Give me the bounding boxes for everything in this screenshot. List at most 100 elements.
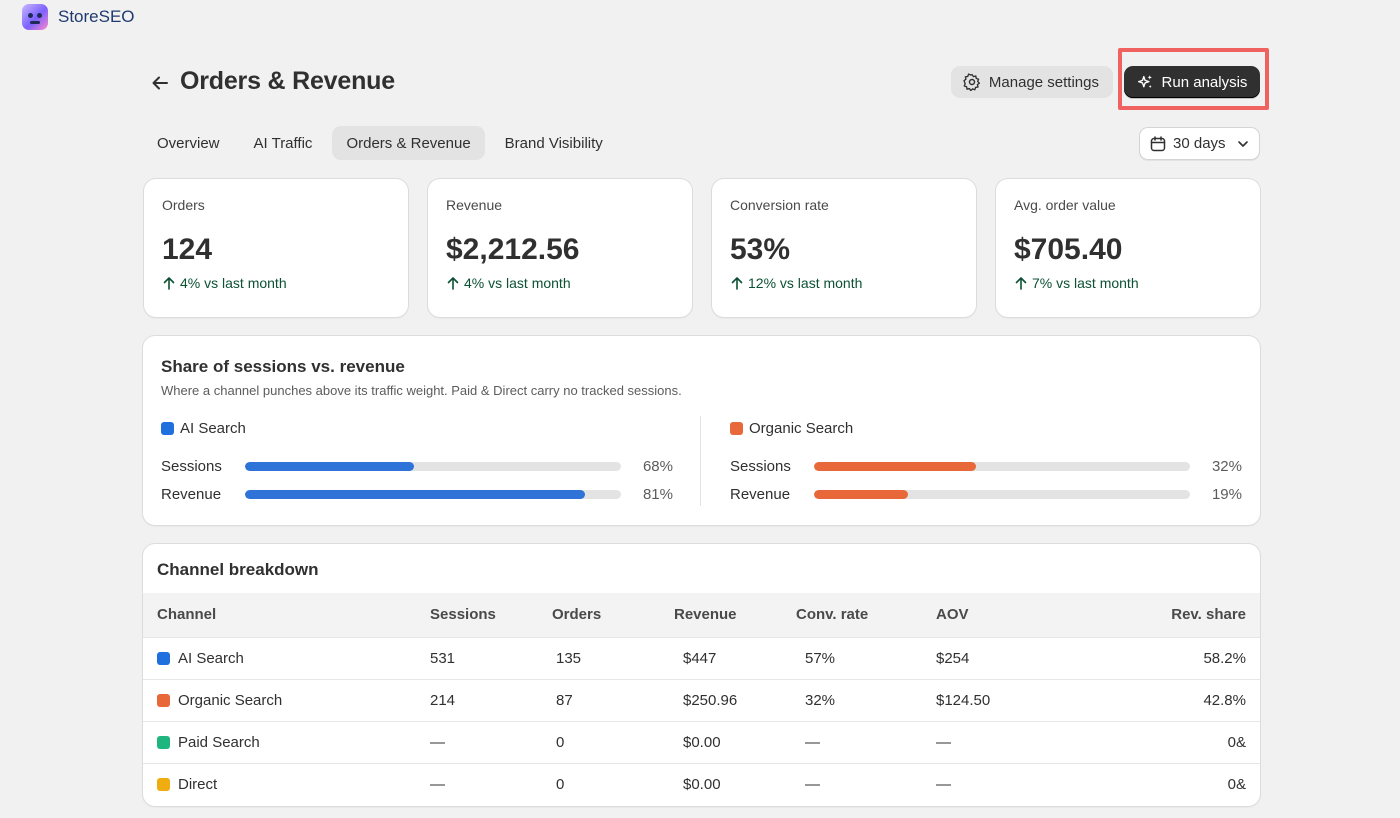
metric-label: Conversion rate: [730, 197, 829, 213]
table-row[interactable]: AI Search 531 135 $447 57% $254 58.2%: [143, 637, 1260, 679]
tab-ai-traffic[interactable]: AI Traffic: [253, 134, 313, 152]
column-header[interactable]: Sessions: [430, 606, 496, 624]
conv-rate-cell: 57%: [805, 649, 836, 667]
sessions-cell: 531: [430, 649, 456, 667]
channel-breakdown-card: Channel breakdown Channel Sessions Order…: [143, 544, 1260, 806]
channel-swatch: [157, 735, 170, 749]
sessions-bar-fill: [814, 462, 976, 471]
app-bar: StoreSEO: [22, 4, 135, 30]
tab-brand-visibility[interactable]: Brand Visibility: [504, 134, 603, 152]
table-row[interactable]: Paid Search — 0 $0.00 — — 0&: [143, 721, 1260, 763]
gear-icon: [963, 73, 980, 91]
sessions-bar-fill: [245, 462, 415, 471]
sessions-bar-row: Sessions 68%: [161, 456, 673, 478]
bar-percent: 81%: [642, 486, 673, 503]
metric-card-revenue: Revenue $2,212.56 4% vs last month: [428, 179, 692, 317]
metric-card-conversion-rate: Conversion rate 53% 12% vs last month: [712, 179, 976, 317]
sessions-cell: 214: [430, 691, 456, 709]
metric-label: Avg. order value: [1014, 197, 1116, 213]
column-header[interactable]: Orders: [552, 606, 602, 624]
arrow-up-icon: [731, 277, 743, 290]
tab-orders-revenue[interactable]: Orders & Revenue: [332, 126, 485, 160]
legend-swatch: [730, 421, 743, 435]
bar-track: [245, 462, 621, 471]
legend-swatch: [161, 421, 174, 435]
channel-breakdown-table: Channel Sessions Orders Revenue Conv. ra…: [143, 593, 1260, 805]
manage-settings-label: Manage settings: [988, 73, 1099, 91]
column-header[interactable]: AOV: [936, 606, 969, 624]
channel-name: AI Search: [178, 649, 244, 667]
aov-cell: $254: [936, 649, 970, 667]
aov-cell: $124.50: [936, 691, 991, 709]
share-card: Share of sessions vs. revenue Where a ch…: [143, 336, 1260, 525]
column-header[interactable]: Revenue: [674, 606, 737, 624]
tabs: Overview AI Traffic Orders & Revenue Bra…: [143, 126, 617, 160]
arrow-up-icon: [447, 277, 459, 290]
channel-cell: Direct: [157, 776, 430, 793]
metric-card-avg-order-value: Avg. order value $705.40 7% vs last mont…: [996, 179, 1260, 317]
metric-value: $2,212.56: [446, 233, 580, 266]
share-channel-header: AI Search: [161, 418, 673, 438]
back-button[interactable]: [147, 70, 173, 96]
metric-card-orders: Orders 124 4% vs last month: [144, 179, 408, 317]
metric-delta-text: 4% vs last month: [180, 275, 287, 291]
share-channel-ai-search: AI Search Sessions 68% Revenue 81%: [161, 418, 673, 503]
channel-name: Paid Search: [178, 733, 260, 751]
date-range-select[interactable]: 30 days: [1139, 127, 1260, 160]
revenue-cell: $250.96: [683, 691, 738, 709]
chevron-down-icon: [1237, 140, 1248, 147]
aov-cell: —: [936, 733, 951, 751]
revenue-cell: $447: [683, 649, 717, 667]
rev-share-cell: 58.2%: [1203, 649, 1246, 667]
metric-value: 124: [162, 233, 213, 266]
sessions-cell: —: [430, 775, 445, 793]
column-header[interactable]: Conv. rate: [796, 606, 869, 624]
share-channel-name: AI Search: [180, 419, 246, 437]
metric-delta-text: 12% vs last month: [748, 275, 863, 291]
bar-percent: 19%: [1211, 486, 1242, 503]
bar-label: Revenue: [730, 486, 791, 503]
app-name[interactable]: StoreSEO: [58, 7, 135, 26]
channel-name: Direct: [178, 775, 218, 793]
table-row[interactable]: Direct — 0 $0.00 — — 0&: [143, 763, 1260, 805]
rev-share-cell: 42.8%: [1203, 691, 1246, 709]
bar-label: Sessions: [161, 458, 222, 475]
channel-swatch: [157, 777, 170, 791]
share-title: Share of sessions vs. revenue: [161, 357, 405, 376]
channel-name: Organic Search: [178, 691, 283, 709]
conv-rate-cell: 32%: [805, 691, 836, 709]
share-channel-header: Organic Search: [730, 418, 1242, 438]
metric-delta: 4% vs last month: [162, 275, 390, 291]
bar-track: [814, 490, 1190, 499]
revenue-bar-row: Revenue 19%: [730, 484, 1242, 506]
manage-settings-button[interactable]: Manage settings: [950, 66, 1113, 98]
channel-swatch: [157, 651, 170, 665]
channel-breakdown-title: Channel breakdown: [157, 560, 319, 579]
table-row[interactable]: Organic Search 214 87 $250.96 32% $124.5…: [143, 679, 1260, 721]
run-analysis-button[interactable]: Run analysis: [1124, 66, 1260, 98]
column-header[interactable]: Rev. share: [1171, 606, 1246, 624]
table-header-row: Channel Sessions Orders Revenue Conv. ra…: [143, 593, 1260, 637]
share-channel-organic-search: Organic Search Sessions 32% Revenue 19%: [730, 418, 1242, 503]
revenue-bar-fill: [245, 490, 586, 499]
tab-overview[interactable]: Overview: [157, 134, 220, 152]
bar-percent: 32%: [1211, 458, 1242, 475]
metric-value: $705.40: [1014, 233, 1123, 266]
sessions-cell: —: [430, 733, 445, 751]
orders-cell: 87: [556, 691, 573, 709]
conv-rate-cell: —: [805, 733, 820, 751]
rev-share-cell: 0&: [1227, 775, 1246, 793]
revenue-bar-row: Revenue 81%: [161, 484, 673, 506]
share-subtitle: Where a channel punches above its traffi…: [161, 383, 682, 398]
page-header: Orders & Revenue Manage settings: [145, 64, 1260, 102]
sparkle-icon: [1137, 74, 1152, 88]
metric-label: Orders: [162, 197, 205, 213]
aov-cell: —: [936, 775, 951, 793]
bar-percent: 68%: [642, 458, 673, 475]
run-analysis-highlight: [1118, 48, 1269, 110]
arrow-up-icon: [163, 277, 175, 290]
revenue-bar-fill: [814, 490, 908, 499]
column-header[interactable]: Channel: [157, 606, 217, 624]
divider: [700, 416, 701, 506]
page-title: Orders & Revenue: [180, 67, 395, 95]
